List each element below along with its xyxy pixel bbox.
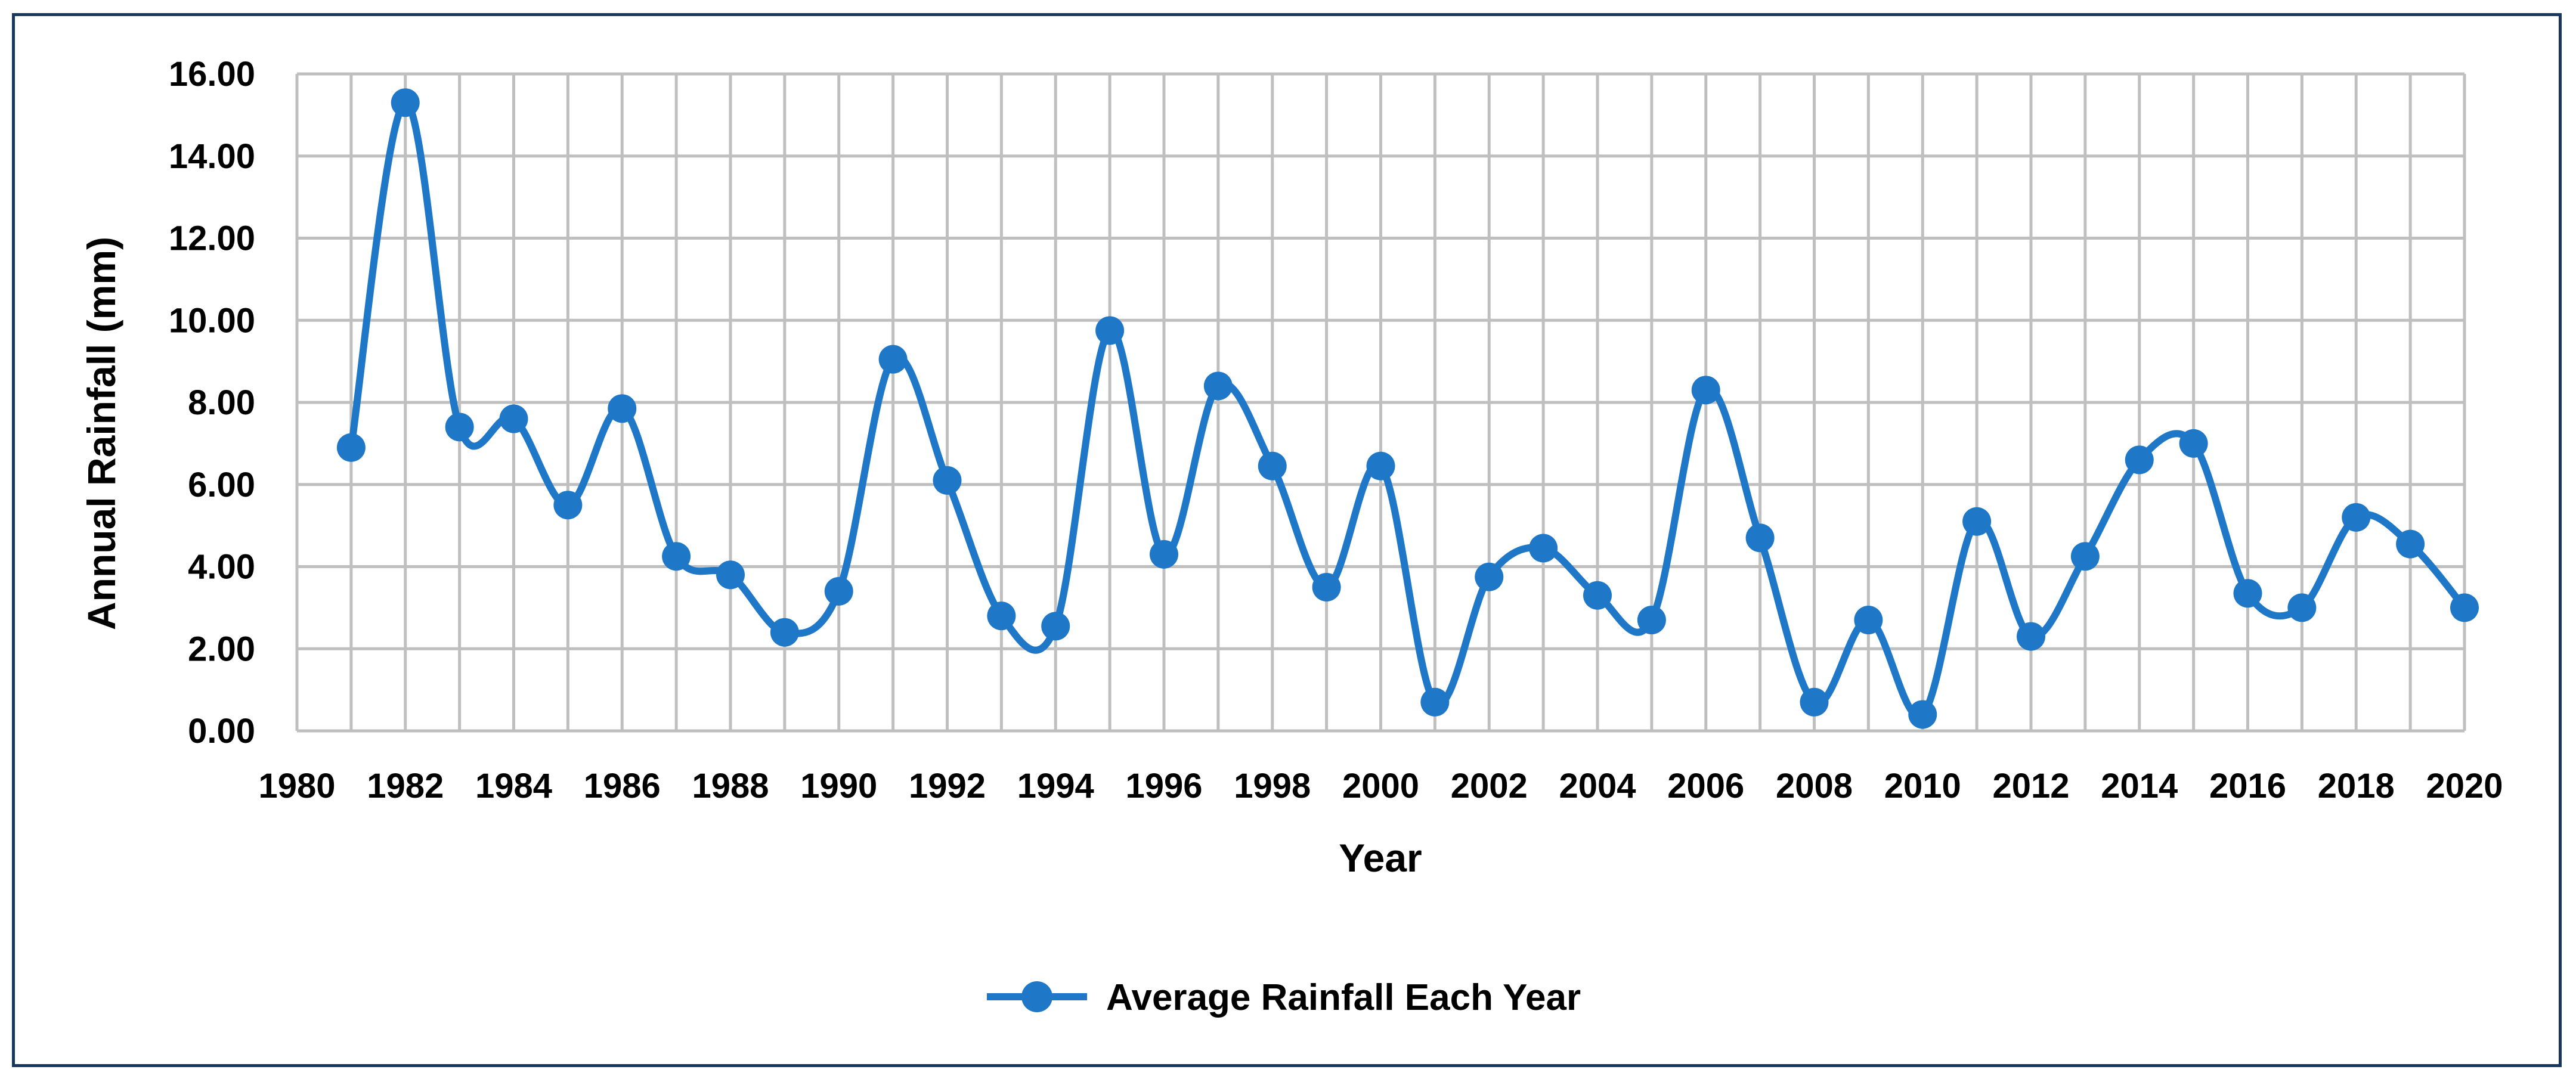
data-point	[1475, 562, 1504, 591]
data-point	[716, 560, 745, 590]
data-point	[1041, 612, 1070, 641]
data-point	[2450, 593, 2479, 622]
data-point	[553, 491, 583, 520]
data-point	[1637, 606, 1666, 635]
data-point	[987, 602, 1016, 631]
data-point	[2125, 445, 2154, 475]
x-tick-label: 1994	[1017, 767, 1094, 805]
legend-label: Average Rainfall Each Year	[1106, 977, 1581, 1018]
legend: Average Rainfall Each Year	[987, 977, 1581, 1018]
data-point	[391, 88, 420, 117]
x-tick-label: 1982	[367, 767, 444, 805]
x-tick-label: 2004	[1559, 767, 1636, 805]
y-tick-label: 12.00	[169, 219, 255, 258]
x-tick-label: 2018	[2318, 767, 2395, 805]
data-point	[1366, 451, 1395, 480]
x-tick-label: 2016	[2209, 767, 2286, 805]
x-tick-label: 1984	[475, 767, 552, 805]
data-point	[824, 576, 853, 606]
x-tick-label: 2014	[2101, 767, 2178, 805]
y-tick-label: 16.00	[169, 55, 255, 94]
y-tick-label: 14.00	[169, 137, 255, 176]
series-layer	[336, 88, 2479, 729]
data-point	[608, 394, 637, 423]
y-tick-label: 8.00	[188, 383, 255, 422]
line-chart: 0.00 2.00 4.00 6.00 8.00 10.00 12.00 14.00 16.00…	[79, 55, 2503, 1018]
y-tick-label: 6.00	[188, 466, 255, 504]
x-axis-ticks: 1980 1982 1984 1986 1988 1990 1992 1994 1996 1998…	[258, 767, 2503, 805]
x-tick-label: 1986	[584, 767, 661, 805]
y-tick-label: 0.00	[188, 712, 255, 751]
data-point	[1962, 507, 1992, 536]
data-point	[1583, 581, 1612, 610]
data-point	[1800, 687, 1829, 717]
data-point	[445, 413, 474, 442]
data-point	[878, 345, 908, 374]
chart-frame: 0.00 2.00 4.00 6.00 8.00 10.00 12.00 14.00 16.00…	[12, 13, 2562, 1067]
x-axis-title: Year	[1339, 836, 1422, 880]
x-tick-label: 2002	[1451, 767, 1528, 805]
y-tick-label: 4.00	[188, 548, 255, 587]
data-point	[1420, 687, 1450, 717]
x-tick-label: 2020	[2426, 767, 2503, 805]
data-point	[2342, 503, 2371, 532]
x-tick-label: 2006	[1667, 767, 1744, 805]
x-tick-label: 2000	[1342, 767, 1419, 805]
data-point	[1203, 371, 1233, 401]
data-point	[1908, 700, 1937, 729]
data-point	[1745, 523, 1775, 553]
y-tick-label: 2.00	[188, 630, 255, 668]
data-point	[2017, 622, 2045, 651]
series-line	[347, 99, 2468, 720]
x-tick-label: 1988	[692, 767, 769, 805]
data-point	[1854, 606, 1883, 635]
y-tick-label: 10.00	[169, 301, 255, 340]
data-point	[2396, 529, 2425, 559]
x-tick-label: 1990	[800, 767, 877, 805]
data-point	[499, 404, 528, 433]
x-tick-label: 2010	[1884, 767, 1961, 805]
x-tick-label: 1992	[909, 767, 986, 805]
data-point	[1529, 534, 1558, 563]
data-point	[1312, 572, 1341, 602]
data-point	[2179, 429, 2208, 458]
x-tick-label: 1998	[1234, 767, 1311, 805]
data-point	[1095, 316, 1125, 345]
data-point	[662, 542, 691, 571]
data-point	[933, 466, 962, 495]
x-tick-label: 2012	[1992, 767, 2069, 805]
x-tick-label: 1996	[1125, 767, 1202, 805]
data-point	[1258, 451, 1287, 480]
data-point	[1150, 540, 1178, 569]
legend-marker	[1021, 981, 1052, 1012]
data-point	[336, 433, 366, 462]
y-axis-ticks: 0.00 2.00 4.00 6.00 8.00 10.00 12.00 14.00 16.00	[169, 55, 255, 751]
data-point	[2287, 593, 2317, 622]
y-axis-title: Annual Rainfall (mm)	[79, 237, 123, 630]
data-point	[2233, 579, 2262, 608]
x-tick-label: 1980	[258, 767, 335, 805]
data-point	[1691, 376, 1720, 405]
x-tick-label: 2008	[1776, 767, 1853, 805]
data-point	[770, 618, 799, 647]
data-point	[2070, 542, 2100, 571]
